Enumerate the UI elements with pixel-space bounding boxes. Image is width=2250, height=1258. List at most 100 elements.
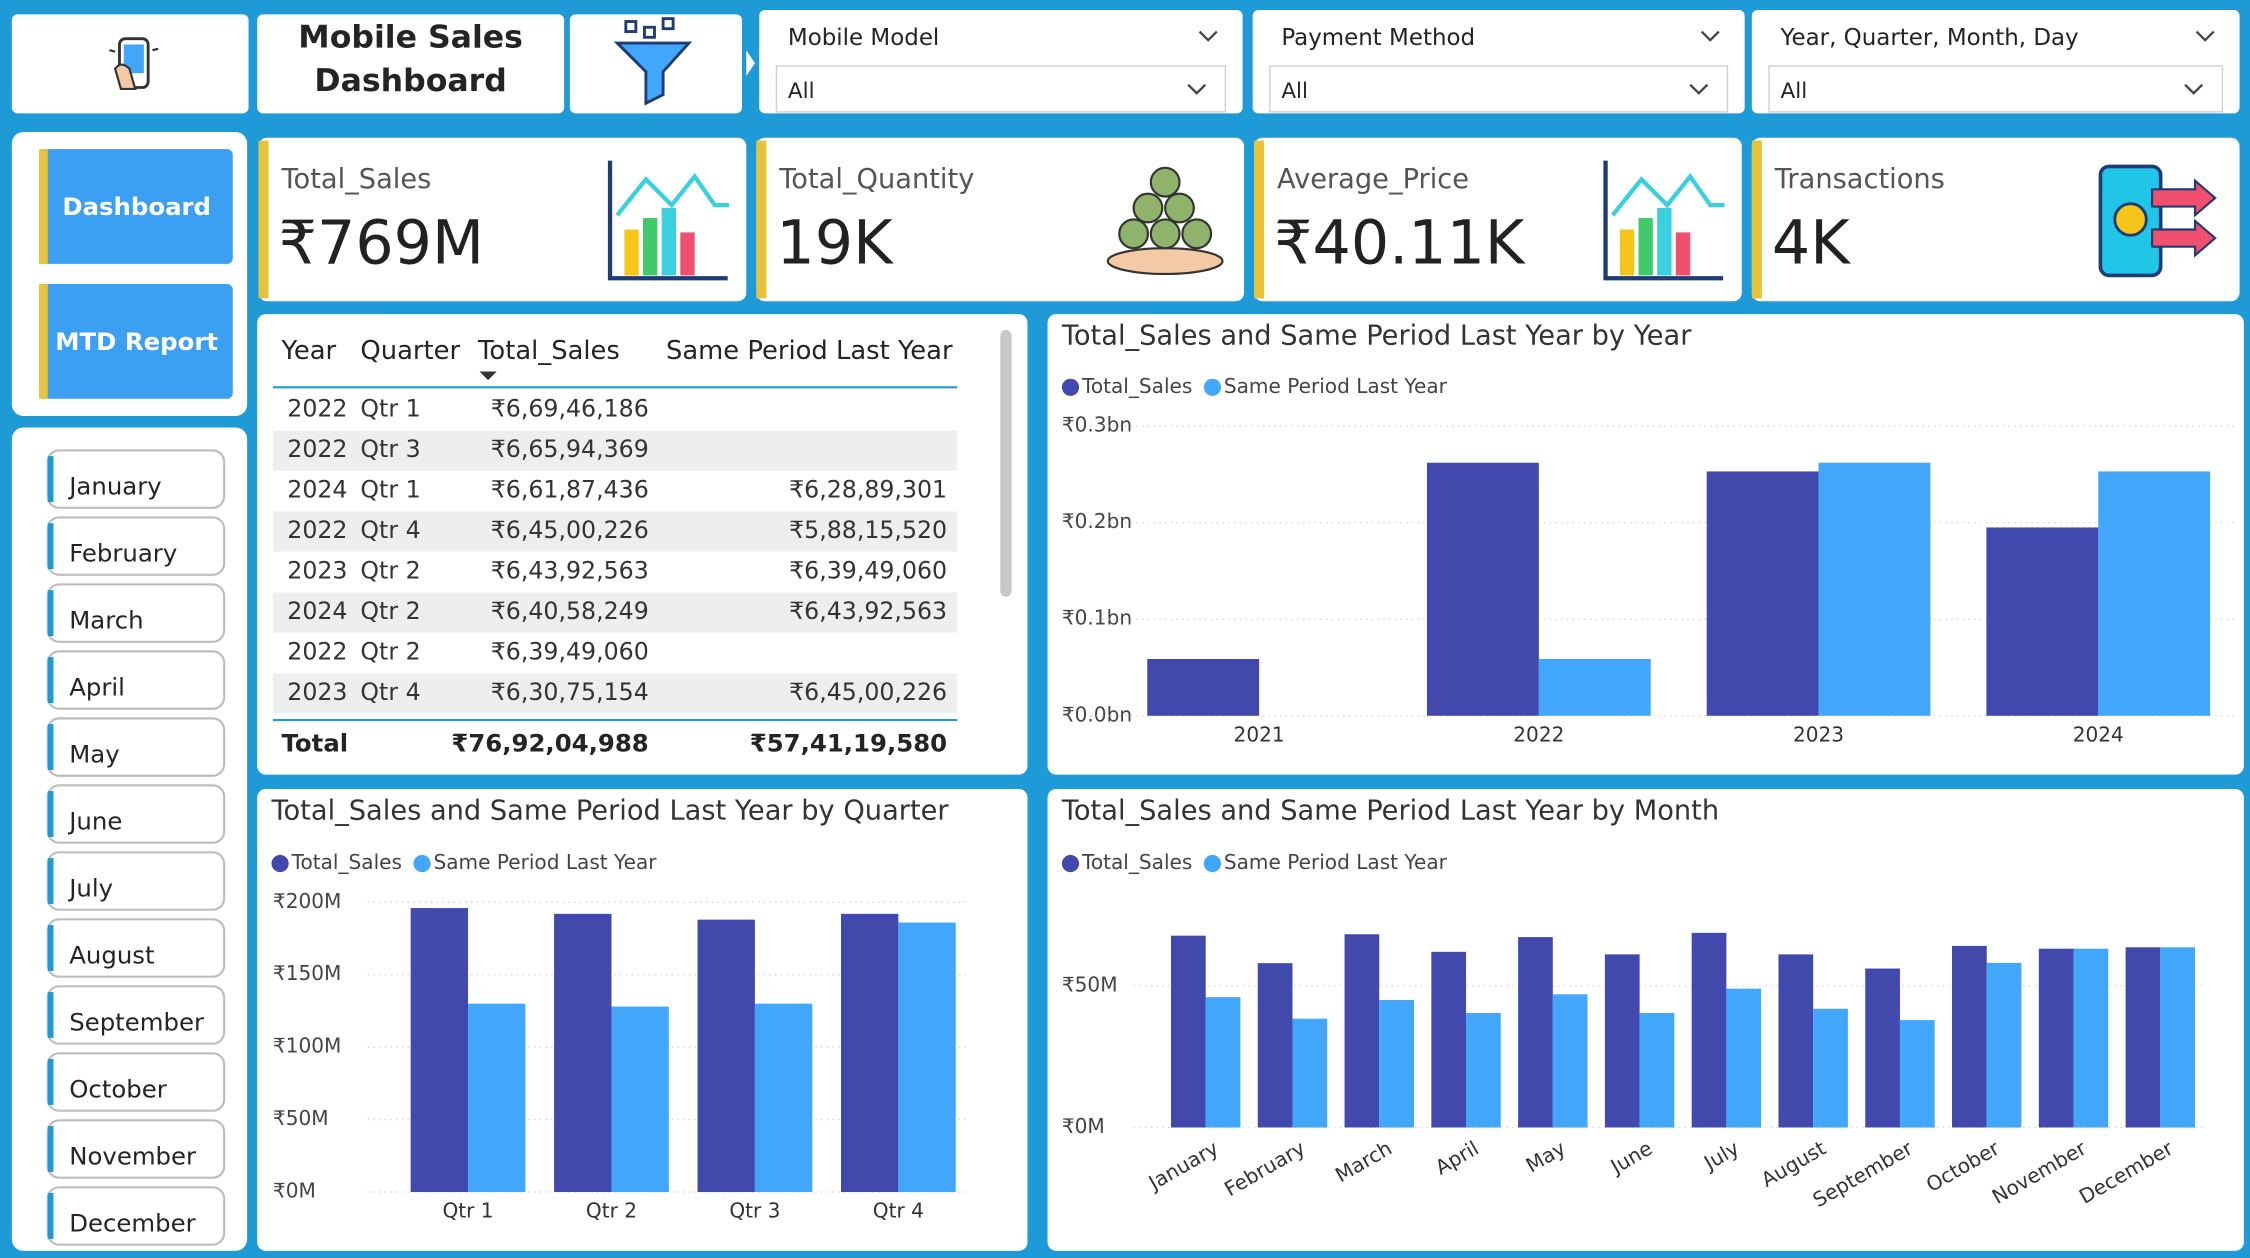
nav-stripe <box>39 149 48 264</box>
filter-dropdown[interactable] <box>1768 65 2224 113</box>
month-label: August <box>69 941 154 970</box>
chart-panel <box>1047 314 2244 775</box>
table-cell: 2024 <box>287 476 347 504</box>
dashboard-title: Mobile Sales <box>298 20 523 56</box>
x-tick-label: Qtr 3 <box>729 1199 780 1223</box>
legend-marker <box>413 854 431 873</box>
table-cell: Qtr 1 <box>360 395 420 423</box>
table-cell: ₹6,28,89,301 <box>789 476 947 504</box>
month-label: November <box>69 1142 197 1171</box>
nav-stripe <box>39 284 48 399</box>
bar <box>1426 462 1539 716</box>
filter-value: All <box>1781 79 1808 104</box>
navigation: Dashboard MTD Report <box>39 149 233 399</box>
month-stripe <box>47 1126 54 1172</box>
month-stripe <box>47 523 54 570</box>
collapse-arrow[interactable] <box>746 50 755 77</box>
bar <box>1899 1020 1935 1128</box>
table-total: ₹76,92,04,988 <box>451 728 648 757</box>
kpi-icon <box>2098 164 2217 278</box>
chart-title: Total_Sales and Same Period Last Year by… <box>1061 795 1719 826</box>
bar <box>2098 471 2211 716</box>
month-label: June <box>67 807 122 836</box>
bar <box>1170 935 1206 1128</box>
x-tick-label: 2021 <box>1234 722 1285 746</box>
x-tick-label: Qtr 1 <box>442 1199 493 1223</box>
filter-value: All <box>1281 79 1308 104</box>
month-stripe <box>47 1059 54 1105</box>
kpi-icon <box>1603 160 1725 281</box>
bar <box>1986 527 2099 716</box>
nav-button[interactable] <box>39 284 233 399</box>
bar <box>1813 1008 1848 1128</box>
bar <box>1818 462 1931 716</box>
legend-label: Same Period Last Year <box>1224 850 1448 874</box>
bar <box>2038 948 2074 1128</box>
table-cell: 2022 <box>287 637 347 665</box>
month-label: February <box>69 539 177 568</box>
table-cell: ₹6,45,00,226 <box>789 678 947 706</box>
bar <box>1466 1013 1501 1128</box>
filter-value: All <box>788 79 815 104</box>
chart-title: Total_Sales and Same Period Last Year by… <box>271 795 950 826</box>
bar <box>468 1003 526 1193</box>
column-header: Same Period Last Year <box>666 336 953 366</box>
row-stripe <box>272 511 958 552</box>
table-cell: 2022 <box>287 435 347 463</box>
kpi-label: Total_Quantity <box>778 164 974 195</box>
table-cell: ₹6,69,46,186 <box>491 395 649 423</box>
table-cell: 2022 <box>287 516 347 544</box>
logo-icon <box>109 37 159 91</box>
x-tick-label: 2024 <box>2073 722 2124 746</box>
kpi-cards: Total_Sales ₹769M Total_Quantity 19K Average… <box>258 137 2240 302</box>
bar <box>840 913 899 1193</box>
legend-marker <box>271 854 289 873</box>
filter-label: Mobile Model <box>788 25 939 51</box>
table-cell: ₹5,88,15,520 <box>789 516 947 544</box>
bar <box>754 1003 813 1193</box>
month-label: April <box>69 673 125 702</box>
column-header: Quarter <box>360 336 460 366</box>
chart-title: Total_Sales and Same Period Last Year by… <box>1061 321 1692 352</box>
table-cell: ₹6,45,00,226 <box>491 516 649 544</box>
filter-dropdown[interactable] <box>775 65 1227 113</box>
bar <box>2073 948 2109 1128</box>
table-cell: Qtr 2 <box>360 597 420 625</box>
scrollbar[interactable] <box>1000 329 1012 597</box>
month-label: July <box>67 874 113 903</box>
y-tick-label: ₹0M <box>1062 1114 1105 1138</box>
y-tick-label: ₹0.0bn <box>1062 702 1132 726</box>
kpi-stripe <box>1751 140 1762 299</box>
bar <box>554 913 612 1193</box>
filter-label: Payment Method <box>1281 25 1475 51</box>
table-cell: Qtr 2 <box>360 637 420 665</box>
nav-label: Dashboard <box>62 192 211 221</box>
table-cell: ₹6,43,92,563 <box>789 597 947 625</box>
legend-label: Total_Sales <box>1081 374 1192 398</box>
legend-label: Same Period Last Year <box>1224 374 1448 398</box>
sales-table: Year Quarter Total_Sales Same Period Last Y… <box>272 336 958 757</box>
nav-button[interactable] <box>39 149 233 264</box>
bar <box>1604 954 1640 1128</box>
bar <box>1379 999 1414 1128</box>
bar <box>1706 471 1819 716</box>
legend-label: Same Period Last Year <box>434 850 658 874</box>
month-label: March <box>69 606 143 635</box>
filter-dropdown[interactable] <box>1269 65 1729 113</box>
legend-marker <box>1203 854 1222 873</box>
legend-marker <box>1061 854 1080 873</box>
x-tick-label: 2023 <box>1793 722 1844 746</box>
month-stripe <box>47 992 54 1038</box>
bar <box>1344 934 1380 1128</box>
month-stripe <box>47 456 54 503</box>
table-cell: ₹6,61,87,436 <box>491 476 649 504</box>
bar <box>1147 658 1260 716</box>
month-stripe <box>47 858 54 904</box>
table-total: Total <box>282 728 349 757</box>
chevron <box>1198 30 1218 42</box>
table-cell: Qtr 1 <box>360 476 420 504</box>
bar <box>1639 1013 1675 1128</box>
bar <box>1952 945 1987 1128</box>
table-cell: 2024 <box>287 597 347 625</box>
column-header: Year <box>281 336 337 366</box>
